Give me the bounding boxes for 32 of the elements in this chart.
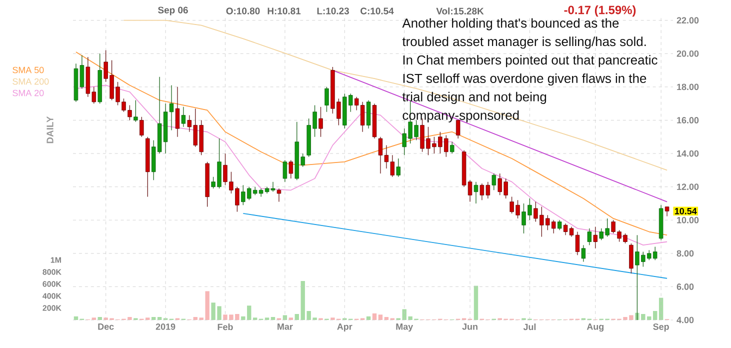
text: DAILY (46, 116, 54, 144)
y-tick-label: 22.00 (676, 17, 699, 24)
text: Vol:15.28K (436, 8, 484, 14)
x-tick-label: 2019 (156, 324, 176, 330)
text: Sep 06 (158, 6, 188, 16)
y-tick-label: 8.00 (676, 250, 694, 257)
y-tick-label: 6.00 (676, 284, 694, 290)
text: H:10.81 (268, 8, 301, 14)
y-tick-label: 20.00 (676, 50, 699, 57)
x-tick-label: Apr (337, 324, 352, 332)
x-tick-label: Jul (523, 324, 536, 330)
x-tick-label: Aug (586, 324, 604, 332)
y-tick-label: 14.00 (677, 150, 699, 157)
text: -0.17 (1.59%) (564, 5, 636, 17)
x-tick-label: Mar (278, 324, 293, 330)
text: O:10.80 (226, 8, 260, 14)
y-tick-label: 12.00 (677, 184, 699, 190)
x-tick-label: Jun (462, 324, 478, 330)
annotation: 10.54 (674, 208, 697, 214)
x-tick-label: Dec (98, 324, 114, 330)
y-tick-label: 16.00 (677, 117, 699, 124)
x-tick-label: Sep (653, 324, 669, 332)
y-tick-label: 4.00 (676, 316, 694, 324)
text: L:10.23 (317, 8, 349, 14)
text: SMA 200 (12, 78, 49, 85)
x-tick-label: May (396, 324, 414, 332)
y-tick-label: 18.00 (677, 84, 699, 90)
y-tick-label: 10.00 (677, 216, 699, 224)
x-tick-label: Feb (218, 324, 233, 330)
text: SMA 50 (12, 66, 44, 74)
text: C:10.54 (360, 8, 394, 14)
text: SMA 20 (12, 90, 44, 96)
